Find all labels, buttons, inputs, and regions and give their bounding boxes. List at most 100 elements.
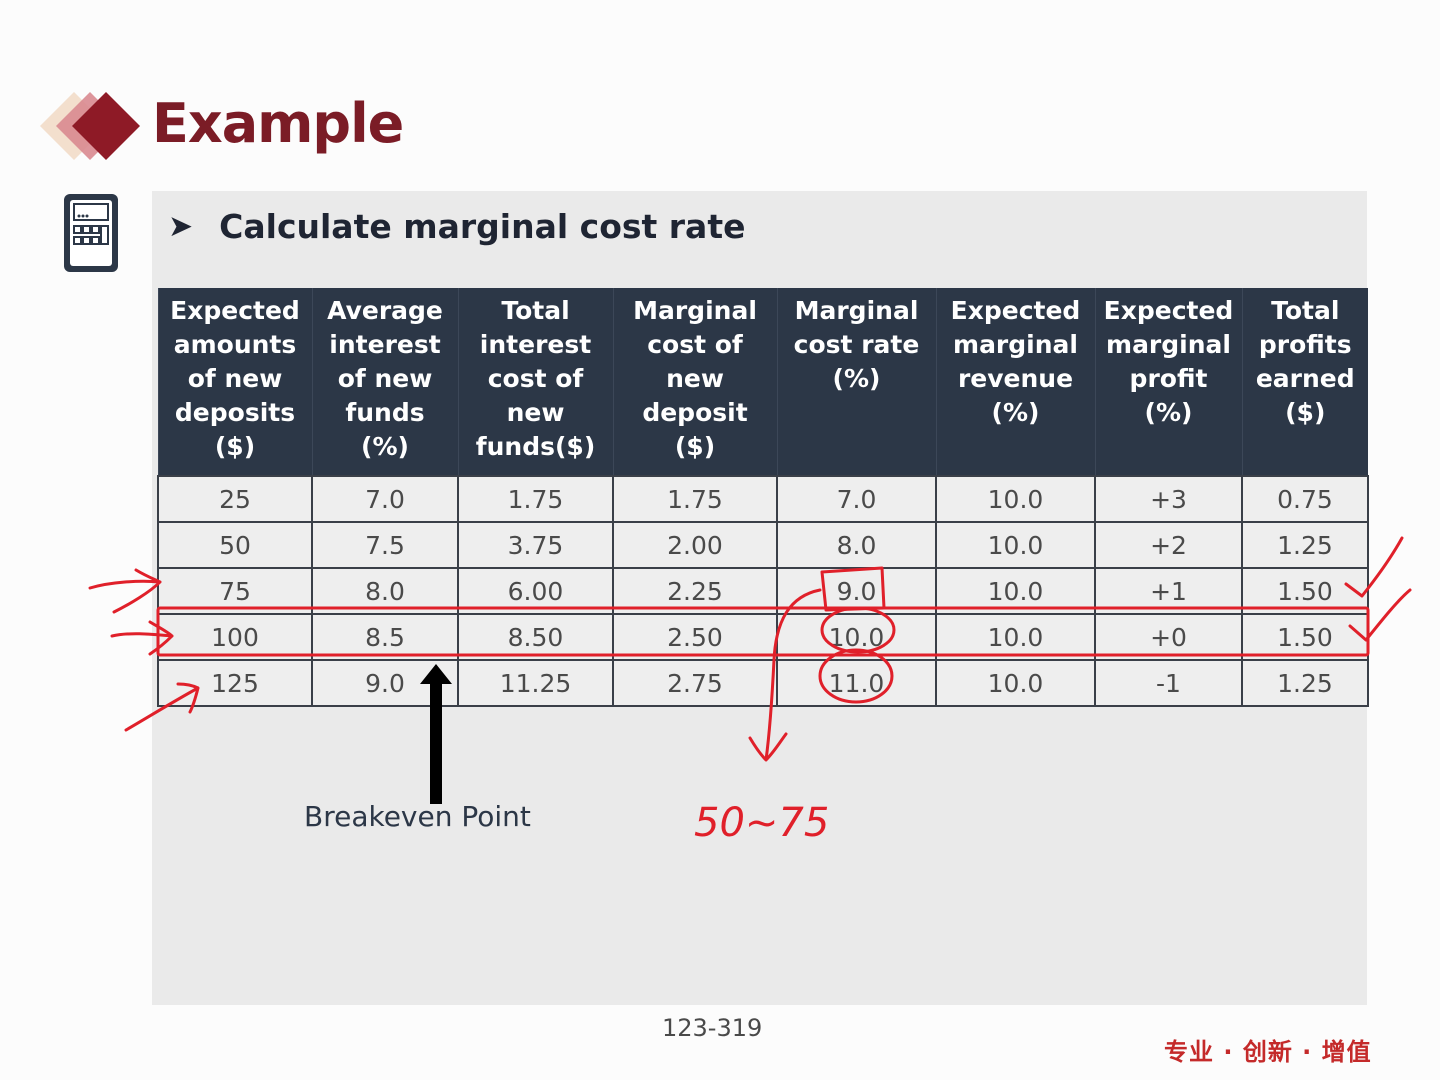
table-cell: 1.25 [1241, 521, 1369, 569]
table-cell: 75 [157, 567, 313, 615]
column-header-line: (%) [832, 364, 881, 393]
table-header-row: Expected amounts of new deposits ($) Average i… [157, 288, 1368, 476]
table-cell: 10.0 [935, 613, 1096, 661]
column-header: Total profits earned ($) [1241, 288, 1368, 476]
footer-tagline: 专业 · 创新 · 增值 [1164, 1038, 1372, 1066]
table-cell: 1.25 [1241, 659, 1369, 707]
column-header-line: Total [1271, 296, 1340, 325]
arrowhead-bullet-icon: ➤ [168, 208, 194, 244]
up-arrow-icon [420, 664, 452, 804]
table-cell: 2.50 [612, 613, 778, 661]
table-cell: 8.0 [776, 521, 937, 569]
column-header: Marginal cost rate (%) [776, 288, 936, 476]
table-row: 75 8.0 6.00 2.25 9.0 10.0 +1 1.50 [157, 567, 1369, 615]
table-cell: 2.00 [612, 521, 778, 569]
table-cell: 10.0 [935, 567, 1096, 615]
table-cell: 2.75 [612, 659, 778, 707]
table-cell: 1.50 [1241, 613, 1369, 661]
table-cell: 2.25 [612, 567, 778, 615]
column-header-line: funds($) [475, 432, 596, 461]
page-title: Example [152, 92, 404, 155]
table-row: 125 9.0 11.25 2.75 11.0 10.0 -1 1.25 [157, 659, 1369, 707]
column-header-line: marginal [1106, 330, 1231, 359]
column-header-line: cost of [647, 330, 743, 359]
slide-subtitle: ➤ Calculate marginal cost rate [168, 204, 745, 248]
table-cell: 50 [157, 521, 313, 569]
table-cell: 11.25 [457, 659, 614, 707]
table-cell: +0 [1094, 613, 1243, 661]
table-cell: 11.0 [776, 659, 937, 707]
table-cell: 0.75 [1241, 475, 1369, 523]
page-number: 123-319 [662, 1014, 763, 1042]
column-header-line: marginal [953, 330, 1078, 359]
column-header-line: deposit [642, 398, 748, 427]
column-header-line: (%) [991, 398, 1040, 427]
column-header-line: deposits [174, 398, 296, 427]
table-cell: 8.5 [311, 613, 459, 661]
column-header-line: Expected [1103, 296, 1234, 325]
table-row: 50 7.5 3.75 2.00 8.0 10.0 +2 1.25 [157, 521, 1369, 569]
column-header-line: (%) [361, 432, 409, 461]
table-cell: +3 [1094, 475, 1243, 523]
table-cell: 10.0 [776, 613, 937, 661]
table-cell: 9.0 [776, 567, 937, 615]
column-header-line: cost rate [793, 330, 920, 359]
table-cell: 3.75 [457, 521, 614, 569]
table-body: 25 7.0 1.75 1.75 7.0 10.0 +3 0.75 50 7.5 3.75 2.00 8… [157, 475, 1369, 707]
table-cell: 1.75 [612, 475, 778, 523]
column-header-line: ($) [214, 432, 256, 461]
column-header-line: (%) [1144, 398, 1193, 427]
column-header-line: Marginal [633, 296, 757, 325]
table-cell: +2 [1094, 521, 1243, 569]
table-cell: 7.0 [311, 475, 459, 523]
column-header-line: revenue [957, 364, 1074, 393]
table-cell: 25 [157, 475, 313, 523]
table-cell: 8.50 [457, 613, 614, 661]
column-header-line: new [506, 398, 565, 427]
column-header: Expected marginal profit (%) [1094, 288, 1242, 476]
pointer-arrow-75 [88, 568, 162, 614]
table-cell: 10.0 [935, 475, 1096, 523]
subtitle-text: Calculate marginal cost rate [219, 206, 746, 246]
table-cell: 100 [157, 613, 313, 661]
table-cell: 6.00 [457, 567, 614, 615]
column-header-line: Average [327, 296, 443, 325]
column-header-line: interest [479, 330, 592, 359]
column-header-line: Expected [170, 296, 300, 325]
column-header-line: Total [501, 296, 570, 325]
table-cell: +1 [1094, 567, 1243, 615]
column-header-line: funds [345, 398, 425, 427]
table-cell: 7.5 [311, 521, 459, 569]
column-header: Average interest of new funds (%) [311, 288, 458, 476]
column-header-line: profits [1258, 330, 1352, 359]
column-header-line: Marginal [794, 296, 919, 325]
column-header-line: ($) [674, 432, 716, 461]
column-header-line: ($) [1285, 398, 1326, 427]
table-cell: -1 [1094, 659, 1243, 707]
table-cell: 125 [157, 659, 313, 707]
column-header-line: of new [187, 364, 283, 393]
column-header: Marginal cost of new deposit ($) [612, 288, 777, 476]
column-header-line: Expected [950, 296, 1081, 325]
column-header-line: of new [337, 364, 433, 393]
diamond-logo-icon [40, 92, 140, 160]
breakeven-label: Breakeven Point [304, 800, 531, 833]
table-row: 25 7.0 1.75 1.75 7.0 10.0 +3 0.75 [157, 475, 1369, 523]
calculator-icon [64, 194, 118, 272]
table-row: 100 8.5 8.50 2.50 10.0 10.0 +0 1.50 [157, 613, 1369, 661]
column-header: Expected amounts of new deposits ($) [157, 288, 312, 476]
column-header-line: cost of [487, 364, 584, 393]
column-header-line: new [666, 364, 724, 393]
column-header-line: earned [1255, 364, 1355, 393]
column-header-line: profit [1129, 364, 1208, 393]
table-cell: 10.0 [935, 659, 1096, 707]
table-cell: 1.50 [1241, 567, 1369, 615]
table-cell: 10.0 [935, 521, 1096, 569]
column-header-line: amounts [173, 330, 297, 359]
marginal-cost-table: Expected amounts of new deposits ($) Average i… [157, 288, 1369, 707]
column-header: Expected marginal revenue (%) [935, 288, 1095, 476]
table-cell: 7.0 [776, 475, 937, 523]
table-cell: 8.0 [311, 567, 459, 615]
table-cell: 1.75 [457, 475, 614, 523]
column-header-line: interest [329, 330, 441, 359]
